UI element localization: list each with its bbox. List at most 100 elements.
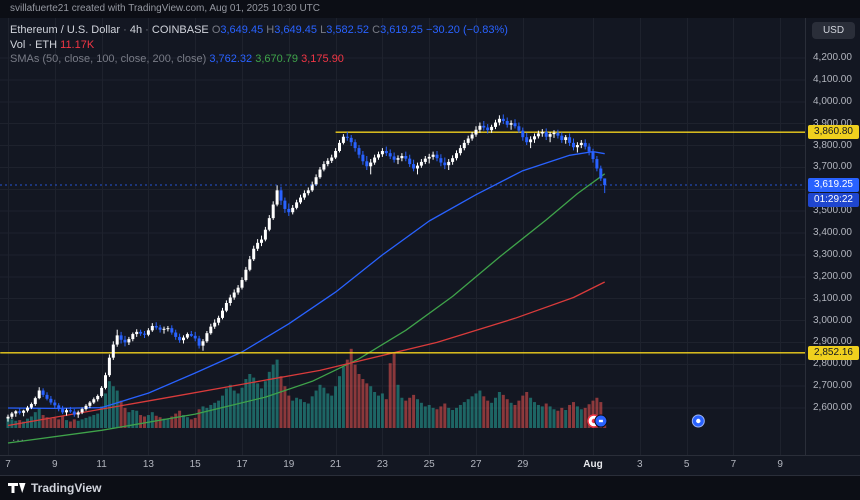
candle-body	[404, 156, 408, 159]
candle-body	[509, 123, 513, 125]
chart-pane[interactable]: Ethereum / U.S. Dollar · 4h · COINBASE O…	[0, 18, 805, 455]
volume-bar	[37, 407, 41, 428]
candle-body	[275, 190, 279, 205]
candle-body	[525, 137, 529, 143]
candle-body	[412, 164, 416, 169]
candle-body	[68, 410, 72, 412]
volume-bar	[373, 392, 377, 428]
legend-more-button[interactable]: ...	[12, 430, 26, 444]
price-tick-label: 2,900.00	[813, 336, 852, 348]
legend-sma-row[interactable]: SMAs (50, close, 100, close, 200, close)…	[10, 52, 508, 67]
price-axis[interactable]: USD 4,200.00 4,100.00 4,000.00 3,900.00 3,80…	[805, 18, 860, 455]
candle-body	[295, 202, 299, 208]
candle-body	[474, 129, 478, 135]
volume-bar	[494, 397, 497, 428]
legend-title-row[interactable]: Ethereum / U.S. Dollar · 4h · COINBASE O…	[10, 23, 508, 38]
candle-body	[373, 157, 377, 163]
legend-volume-row[interactable]: Vol · ETH 11.17K	[10, 38, 508, 53]
candle-body	[10, 413, 14, 417]
volume-bar	[318, 384, 322, 428]
interval-label[interactable]: 4h	[129, 24, 143, 36]
volume-bar	[189, 419, 193, 428]
volume-bar	[556, 410, 560, 428]
volume-bar	[330, 395, 334, 428]
candle-body	[501, 118, 505, 121]
tradingview-logo-text[interactable]: TradingView	[31, 481, 102, 495]
candle-body	[22, 410, 26, 413]
symbol-title[interactable]: Ethereum / U.S. Dollar	[10, 24, 121, 36]
candle-body	[517, 126, 521, 131]
volume-bar	[100, 406, 104, 428]
candle-body	[49, 398, 53, 403]
candle-body	[76, 412, 80, 415]
volume-bar	[400, 397, 404, 428]
sma-100-line	[7, 173, 606, 444]
smas-label: SMAs (50, close, 100, close, 200, close)	[10, 53, 207, 65]
candle-body	[107, 357, 111, 376]
candle-body	[599, 168, 603, 179]
candle-body	[287, 208, 291, 213]
candle-body	[65, 410, 68, 413]
volume-bar	[29, 416, 33, 428]
volume-bar	[540, 406, 544, 428]
volume-bar	[131, 410, 135, 428]
volume-bar	[53, 417, 57, 428]
candle-body	[529, 139, 533, 143]
candle-body	[26, 407, 29, 411]
time-tick-label: 7	[5, 459, 11, 470]
candle-body	[392, 156, 396, 160]
candle-body	[490, 126, 494, 131]
candle-body	[458, 148, 462, 154]
volume-bar	[536, 404, 540, 428]
candle-body	[57, 405, 61, 410]
volume-bar	[310, 396, 314, 428]
candle-body	[209, 326, 213, 334]
volume-bar	[349, 348, 353, 428]
footer-bar: TradingView	[0, 475, 860, 500]
economic-event-icon[interactable]	[587, 414, 608, 428]
volume-bar	[505, 399, 509, 428]
volume-bar	[326, 393, 330, 428]
tradingview-logo-icon[interactable]	[8, 481, 26, 495]
volume-bar	[57, 419, 61, 428]
volume-bar	[513, 404, 517, 428]
currency-button[interactable]: USD	[812, 22, 855, 39]
candle-body	[377, 154, 380, 158]
candle-body	[240, 280, 244, 288]
volume-bar	[587, 404, 591, 428]
candle-body	[162, 328, 166, 330]
candle-body	[338, 142, 341, 151]
volume-bar	[22, 421, 26, 428]
candle-body	[166, 328, 170, 330]
volume-bar	[224, 388, 228, 428]
price-tick-label: 3,300.00	[813, 248, 852, 260]
candle-body	[603, 178, 607, 186]
volume-bar	[104, 393, 107, 428]
candle-body	[478, 125, 482, 130]
volume-label: Vol · ETH	[10, 38, 58, 51]
candle-body	[322, 164, 326, 170]
attribution-text: svillafuerte21 created with TradingView.…	[10, 3, 320, 14]
volume-bar	[299, 399, 302, 428]
candle-body	[302, 193, 306, 198]
volume-bar	[548, 406, 552, 428]
candle-body	[326, 160, 330, 165]
time-tick-label: 29	[517, 459, 529, 470]
candle-body	[533, 136, 536, 140]
volume-bar	[353, 364, 357, 428]
candle-body	[154, 325, 158, 328]
candle-body	[521, 130, 525, 138]
volume-bar	[154, 415, 158, 428]
volume-bar	[345, 359, 349, 428]
volume-bar	[369, 386, 373, 428]
ohlc-open-value: 3,649.45	[220, 24, 264, 36]
volume-bar	[96, 413, 100, 428]
time-axis[interactable]: 7 9 11 13 15 17 19 21 23 25 27 29 Aug 3 5 7 9	[0, 455, 860, 475]
economic-event-icon[interactable]	[691, 414, 705, 428]
candle-body	[552, 132, 556, 135]
candle-body	[146, 330, 150, 335]
candle-body	[104, 375, 107, 388]
volume-bar	[455, 407, 458, 428]
candle-body	[427, 156, 431, 159]
candle-body	[435, 154, 439, 159]
